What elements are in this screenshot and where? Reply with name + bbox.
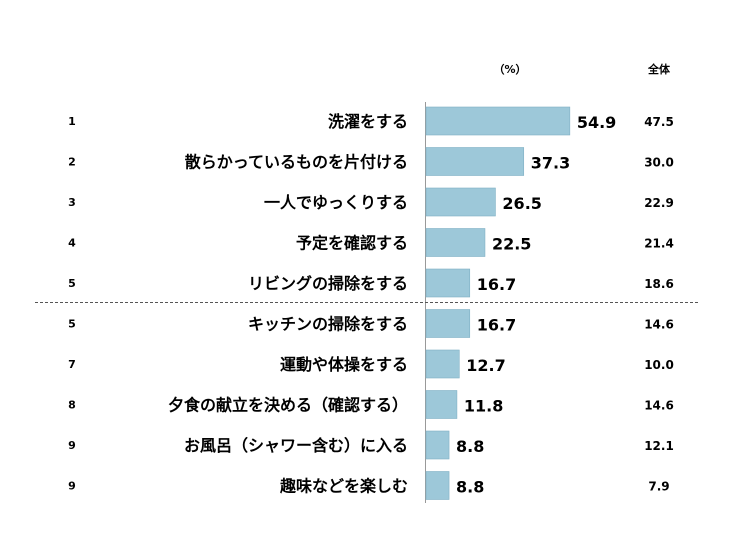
value-label: 37.3 (531, 154, 570, 173)
bar (425, 471, 450, 500)
category-label: リビングの掃除をする (248, 274, 408, 293)
category-label: 散らかっているものを片付ける (185, 153, 408, 172)
rank-label: 8 (68, 399, 76, 412)
bar (425, 349, 460, 379)
total-value: 10.0 (644, 358, 674, 372)
rank-label: 3 (68, 196, 76, 209)
bar (425, 187, 496, 217)
rank-label: 4 (68, 237, 76, 250)
bar (425, 147, 525, 176)
value-label: 54.9 (577, 113, 616, 132)
bar (425, 390, 458, 419)
value-label: 11.8 (464, 397, 503, 416)
bar (425, 309, 471, 338)
category-label: 運動や体操をする (280, 355, 408, 374)
total-value: 7.9 (648, 480, 669, 494)
bar (425, 106, 571, 136)
value-label: 16.7 (477, 316, 516, 335)
rank-label: 9 (68, 439, 76, 452)
value-label: 26.5 (502, 194, 541, 213)
bar (425, 430, 450, 460)
total-value: 30.0 (644, 156, 674, 170)
category-label: 予定を確認する (296, 234, 408, 253)
category-label: 洗濯をする (328, 112, 408, 131)
unit-label: （%） (493, 63, 526, 76)
rank-label: 5 (68, 318, 76, 331)
category-label: 趣味などを楽しむ (279, 477, 408, 496)
rank-label: 7 (68, 358, 76, 371)
rank-label: 5 (68, 277, 76, 290)
value-label: 8.8 (456, 478, 484, 497)
total-value: 14.6 (644, 399, 674, 413)
bar (425, 228, 486, 257)
value-label: 16.7 (477, 275, 516, 294)
value-label: 22.5 (492, 235, 531, 254)
category-label: お風呂（シャワー含む）に入る (184, 436, 408, 455)
total-value: 22.9 (644, 196, 674, 210)
category-label: 一人でゆっくりする (264, 193, 408, 212)
rank-label: 9 (68, 480, 76, 493)
rank-label: 1 (68, 115, 76, 128)
total-value: 47.5 (644, 115, 674, 129)
total-value: 18.6 (644, 277, 674, 291)
category-label: キッチンの掃除をする (248, 315, 408, 334)
category-label: 夕食の献立を決める（確認する） (168, 396, 408, 415)
value-label: 12.7 (466, 356, 505, 375)
total-value: 21.4 (644, 237, 674, 251)
total-value: 14.6 (644, 318, 674, 332)
rank-label: 2 (68, 156, 76, 169)
total-value: 12.1 (644, 439, 674, 453)
total-header: 全体 (647, 62, 671, 76)
bar (425, 268, 471, 298)
value-label: 8.8 (456, 437, 484, 456)
